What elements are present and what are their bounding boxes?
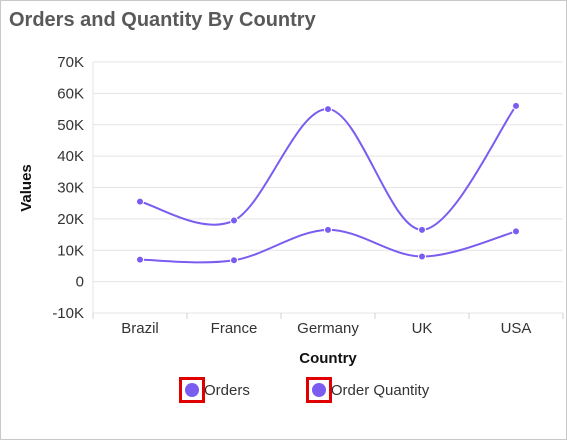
legend-item-order-quantity[interactable]: Order Quantity xyxy=(305,377,430,403)
y-tick-label: 70K xyxy=(57,54,84,71)
x-tick-label: Brazil xyxy=(121,320,159,337)
x-axis-title: Country xyxy=(299,350,357,367)
data-point[interactable] xyxy=(512,101,520,110)
data-point[interactable] xyxy=(136,255,144,264)
legend-label-orders: Orders xyxy=(204,381,250,399)
x-tick-label: USA xyxy=(501,320,532,337)
data-point[interactable] xyxy=(324,105,332,114)
data-point[interactable] xyxy=(230,256,238,265)
legend: Orders Order Quantity xyxy=(179,377,433,403)
y-tick-label: 40K xyxy=(57,148,84,165)
y-tick-label: 0 xyxy=(76,274,84,291)
data-point[interactable] xyxy=(136,197,144,206)
series-line-orders xyxy=(139,228,517,264)
y-tick-label: 60K xyxy=(57,85,84,102)
legend-dot-icon xyxy=(185,383,199,397)
y-axis-title: Values xyxy=(18,164,35,212)
series-lines xyxy=(136,101,520,265)
legend-label-order-quantity: Order Quantity xyxy=(330,381,430,399)
series-line-order-quantity xyxy=(139,105,517,231)
legend-marker-box xyxy=(179,377,205,403)
x-tick-label: UK xyxy=(412,320,433,337)
legend-dot-icon xyxy=(311,383,326,397)
y-tick-labels: -10K 0 10K 20K 30K 40K 50K 60K 70K xyxy=(52,54,84,322)
y-tick-label: 50K xyxy=(57,117,84,134)
y-tick-label: 10K xyxy=(57,242,84,259)
x-tick-labels: Brazil France Germany UK USA xyxy=(121,320,531,337)
data-point[interactable] xyxy=(512,227,520,236)
y-tick-label: 20K xyxy=(57,211,84,228)
grid-lines xyxy=(92,61,564,319)
legend-marker-box xyxy=(305,377,332,403)
chart-title: Orders and Quantity By Country xyxy=(9,9,316,31)
data-point[interactable] xyxy=(324,225,332,234)
data-point[interactable] xyxy=(418,252,426,261)
x-tick-label: France xyxy=(211,320,258,337)
legend-item-orders[interactable]: Orders xyxy=(179,377,250,403)
y-tick-label: -10K xyxy=(52,305,84,322)
data-point[interactable] xyxy=(230,216,238,225)
x-tick-label: Germany xyxy=(297,320,359,337)
y-tick-label: 30K xyxy=(57,180,84,197)
data-point[interactable] xyxy=(418,225,426,234)
